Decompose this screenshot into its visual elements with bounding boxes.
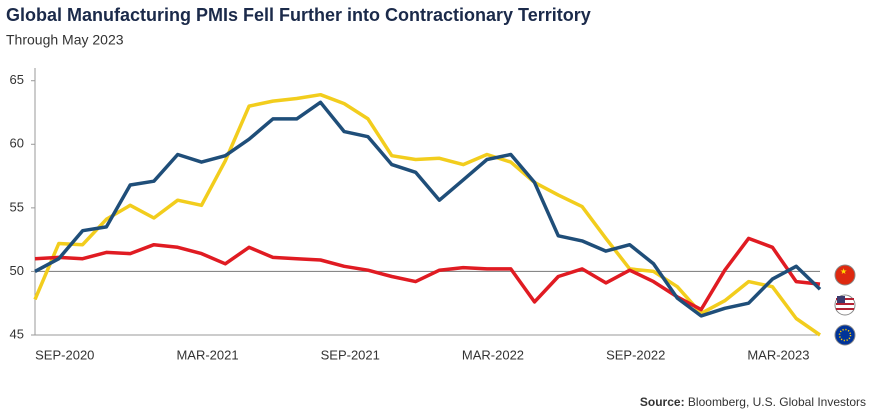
y-tick-label: 45 xyxy=(10,326,24,341)
chart-subtitle: Through May 2023 xyxy=(6,32,124,48)
y-tick-label: 50 xyxy=(10,263,24,278)
x-tick-label: MAR-2022 xyxy=(462,347,524,362)
x-tick-label: SEP-2020 xyxy=(35,347,94,362)
source: Source: Bloomberg, U.S. Global Investors xyxy=(640,395,866,409)
x-tick-label: SEP-2021 xyxy=(321,347,380,362)
x-tick-label: MAR-2021 xyxy=(176,347,238,362)
series-line xyxy=(34,100,822,318)
svg-text:★: ★ xyxy=(840,267,847,276)
x-tick-label: MAR-2023 xyxy=(747,347,809,362)
y-tick-label: 60 xyxy=(10,136,24,151)
source-label: Source: xyxy=(640,395,685,409)
source-text: Bloomberg, U.S. Global Investors xyxy=(688,395,866,409)
series-line xyxy=(33,92,821,337)
flag-china: ★ xyxy=(834,264,856,286)
chart-title: Global Manufacturing PMIs Fell Further i… xyxy=(6,5,591,25)
flag-us xyxy=(834,294,856,316)
x-tick-label: SEP-2022 xyxy=(606,347,665,362)
y-tick-label: 65 xyxy=(10,72,24,87)
y-tick-label: 55 xyxy=(10,199,24,214)
flag-eu xyxy=(834,324,856,346)
series-line xyxy=(34,236,821,312)
